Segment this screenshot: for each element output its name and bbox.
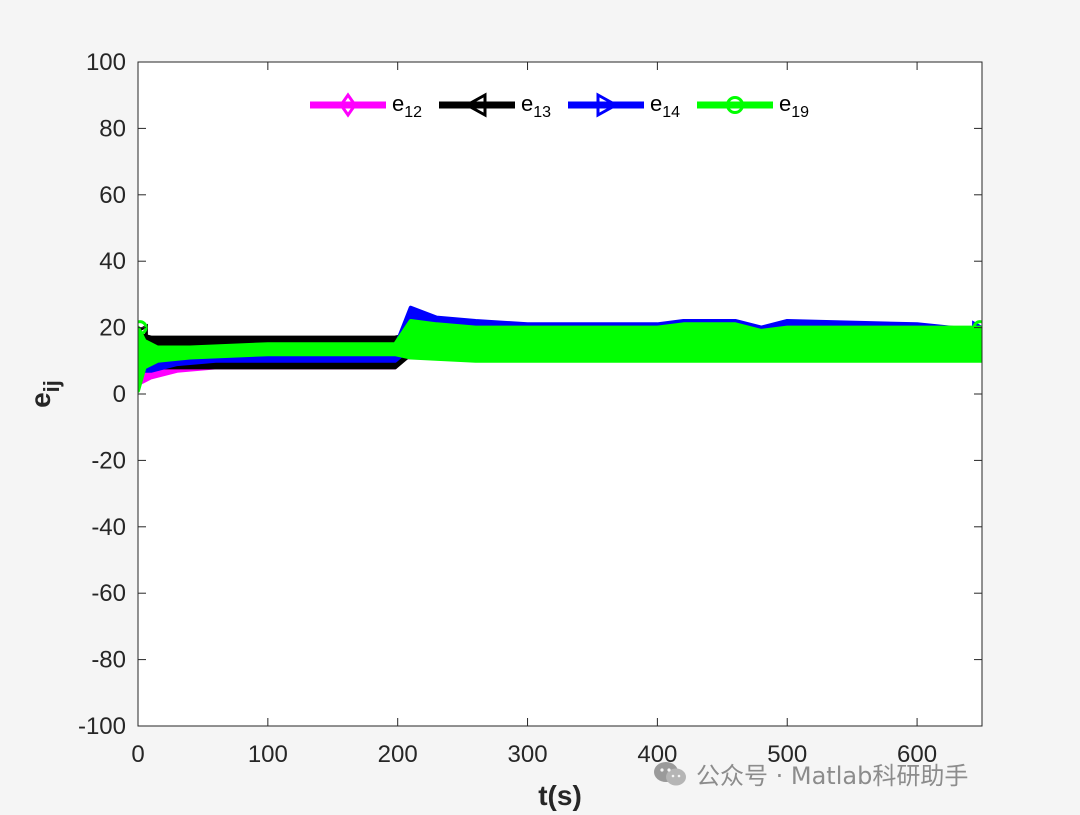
legend-label-base: e <box>779 91 791 116</box>
y-axis-label: eij <box>25 380 64 408</box>
x-tick-label: 500 <box>767 741 807 768</box>
legend-label-sub: 19 <box>791 104 809 121</box>
y-tick-label: -80 <box>91 647 126 674</box>
legend-label: e13 <box>521 91 551 121</box>
y-tick-label: 60 <box>99 182 126 209</box>
y-tick-label: -60 <box>91 580 126 607</box>
y-tick-label: 80 <box>99 115 126 142</box>
y-axis-label-sub: ij <box>39 380 64 392</box>
legend-marker <box>339 92 357 118</box>
legend-marker <box>726 96 744 114</box>
legend-label-sub: 13 <box>533 104 551 121</box>
y-tick-label: 100 <box>86 49 126 76</box>
x-tick-label: 100 <box>248 741 288 768</box>
watermark: 公众号 · Matlab科研助手 <box>652 756 968 791</box>
legend-label: e19 <box>779 91 809 121</box>
plot-area <box>138 62 982 726</box>
legend-label: e14 <box>650 91 680 121</box>
legend-label-base: e <box>392 91 404 116</box>
legend-item-e14: e14 <box>568 91 680 121</box>
legend-label-sub: 12 <box>404 104 422 121</box>
x-tick-label: 300 <box>508 741 548 768</box>
y-tick-label: 40 <box>99 248 126 275</box>
legend-label-base: e <box>650 91 662 116</box>
axes-box <box>137 61 983 727</box>
svg-text:eij: eij <box>25 380 64 408</box>
y-tick-label: 20 <box>99 315 126 342</box>
legend-label: e12 <box>392 91 422 121</box>
legend-item-e12: e12 <box>310 91 422 121</box>
wechat-icon <box>654 761 686 785</box>
series-band-e19 <box>138 319 982 393</box>
axis-ticks: 0 100 200 300 400 500 600-100-80-60-40-2002040… <box>78 49 982 768</box>
legend-item-e19: e19 <box>697 91 809 121</box>
x-tick-label: 200 <box>378 741 418 768</box>
legend-label-sub: 14 <box>662 104 680 121</box>
legend-marker <box>463 92 487 118</box>
data-series <box>138 305 982 393</box>
y-tick-label: 0 <box>113 381 126 408</box>
y-axis-label-base: e <box>25 392 56 408</box>
legend-label-base: e <box>521 91 533 116</box>
legend-item-e13: e13 <box>439 91 551 121</box>
watermark-text: 公众号 · Matlab科研助手 <box>696 762 969 790</box>
y-tick-label: -100 <box>78 713 126 740</box>
x-tick-label: 600 <box>897 741 937 768</box>
x-axis-label: t(s) <box>538 780 582 811</box>
y-tick-label: -20 <box>91 447 126 474</box>
legend: e12 e13 e14 e19 <box>310 91 809 121</box>
y-tick-label: -40 <box>91 514 126 541</box>
legend-marker <box>596 92 620 118</box>
x-tick-label: 0 <box>131 741 144 768</box>
